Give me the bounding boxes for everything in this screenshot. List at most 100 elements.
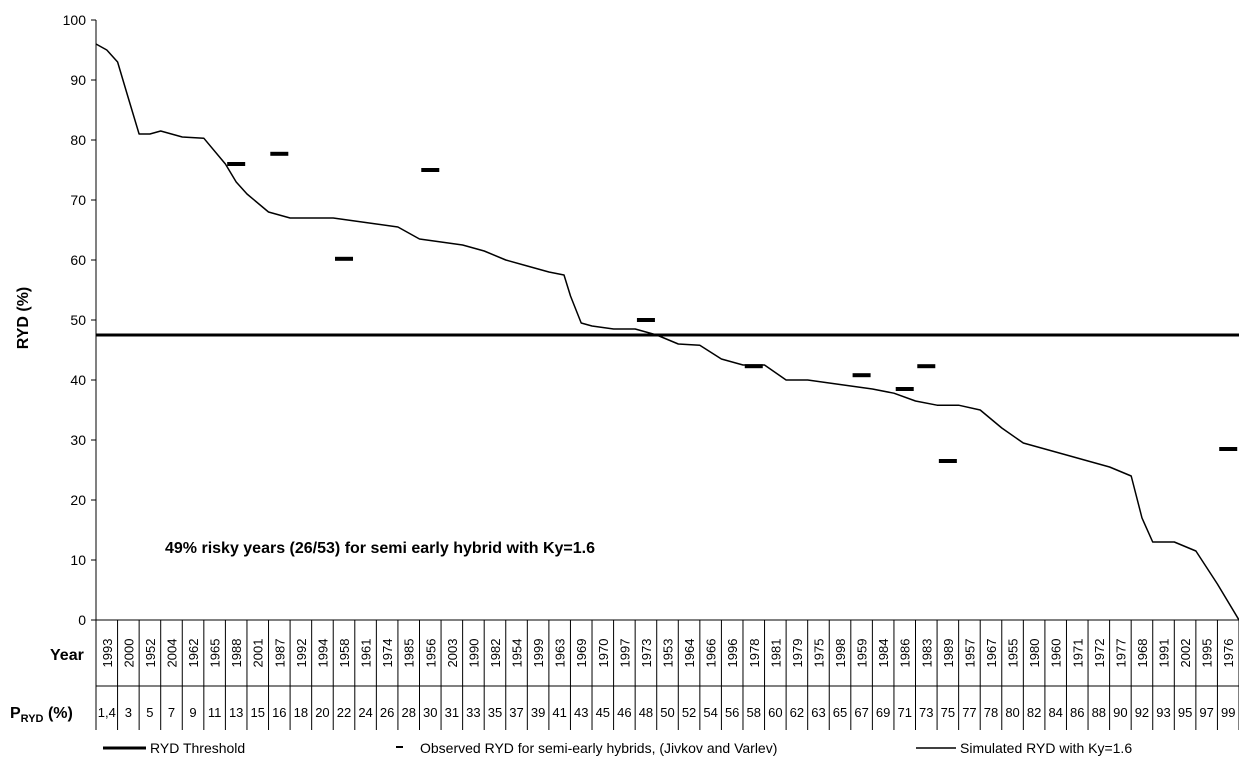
p-ryd-label: 11 [208,705,222,720]
year-label: 1999 [531,639,546,668]
year-label: 1990 [466,639,481,668]
legend-item-simulated: Simulated RYD with Ky=1.6 [916,740,1132,756]
year-label: 2001 [251,639,266,668]
p-ryd-label: 86 [1070,705,1084,720]
year-label: 1966 [704,639,719,668]
observed-point [852,373,871,378]
p-ryd-label: 65 [833,705,847,720]
year-label: 1996 [725,639,740,668]
p-ryd-label: 67 [854,705,868,720]
y-tick-label: 40 [70,372,86,388]
year-label: 1988 [229,639,244,668]
p-ryd-label: 30 [423,705,437,720]
year-label: 1952 [143,639,158,668]
observed-point [1219,447,1238,451]
p-ryd-label: 20 [315,705,329,720]
observed-point [917,364,936,369]
p-ryd-label: 35 [488,705,502,720]
year-label: 2000 [121,639,136,668]
p-ryd-label: 80 [1005,705,1019,720]
p-ryd-label: 97 [1199,705,1213,720]
p-ryd-label: 77 [962,705,976,720]
year-label: 1959 [855,639,870,668]
y-tick-label: 10 [70,552,86,568]
p-ryd-label: 90 [1113,705,1127,720]
observed-point [744,364,763,369]
y-tick-label: 30 [70,432,86,448]
p-ryd-label: 24 [358,705,372,720]
year-label: 1961 [359,639,374,668]
y-tick-label: 70 [70,192,86,208]
p-ryd-label: 54 [703,705,717,720]
p-row-label-main: P [10,705,21,722]
p-ryd-label: 78 [984,705,998,720]
year-label: 1960 [1049,639,1064,668]
p-ryd-label: 41 [552,705,566,720]
year-label: 1953 [661,639,676,668]
chart-annotation: 49% risky years (26/53) for semi early h… [165,540,595,557]
year-label: 1976 [1221,639,1236,668]
p-ryd-label: 63 [811,705,825,720]
p-ryd-label: 92 [1135,705,1149,720]
year-label: 1994 [315,639,330,668]
p-ryd-label: 33 [466,705,480,720]
p-ryd-label: 88 [1092,705,1106,720]
p-row-label-unit: (%) [44,705,73,722]
year-label: 2002 [1178,639,1193,668]
year-label: 1979 [790,639,805,668]
y-tick-label: 0 [78,612,86,628]
p-ryd-label: 3 [125,705,132,720]
y-tick-label: 20 [70,492,86,508]
p-row-label: PRYD (%) [10,705,73,725]
p-row-label-sub: RYD [21,713,44,725]
p-ryd-label: 16 [272,705,286,720]
year-label: 2004 [164,639,179,668]
year-label: 1986 [898,639,913,668]
p-ryd-label: 48 [639,705,653,720]
year-label: 1991 [1157,639,1172,668]
year-label: 1968 [1135,639,1150,668]
year-label: 1971 [1070,639,1085,668]
p-ryd-label: 28 [401,705,415,720]
y-tick-label: 50 [70,312,86,328]
p-ryd-label: 22 [337,705,351,720]
year-label: 1987 [272,639,287,668]
y-tick-label: 100 [63,12,87,28]
observed-point [270,151,289,156]
p-ryd-label: 39 [531,705,545,720]
p-ryd-label: 31 [445,705,459,720]
year-label: 1997 [617,639,632,668]
year-label: 1964 [682,639,697,668]
year-label: 1973 [639,639,654,668]
p-ryd-label: 26 [380,705,394,720]
p-ryd-label: 73 [919,705,933,720]
p-ryd-label: 18 [294,705,308,720]
p-ryd-label: 7 [168,705,175,720]
p-ryd-label: 9 [189,705,196,720]
observed-point [938,459,957,463]
observed-point [421,168,440,172]
p-ryd-label: 93 [1156,705,1170,720]
p-ryd-label: 1,4 [98,705,116,720]
p-ryd-label: 43 [574,705,588,720]
y-tick-label: 60 [70,252,86,268]
y-ticks: 0 10 20 30 40 50 60 70 80 90 100 [63,12,96,628]
p-ryd-label: 52 [682,705,696,720]
observed-point [335,256,354,261]
p-ryd-label: 99 [1221,705,1235,720]
y-axis-label: RYD (%) [15,287,32,350]
category-table: 1993 2000 1952 2004 1962 1965 1988 2001 1987 1992… [95,619,1239,730]
year-label: 1972 [1092,639,1107,668]
year-label: 1993 [100,639,115,668]
year-label: 1995 [1200,639,1215,668]
year-label: 1984 [876,639,891,668]
observed-point [636,318,655,322]
year-label: 1982 [488,639,503,668]
year-label: 1977 [1113,639,1128,668]
simulated-series-line [95,43,1239,621]
p-ryd-label: 69 [876,705,890,720]
y-tick-label: 90 [70,72,86,88]
p-ryd-label: 37 [509,705,523,720]
year-label: 1965 [208,639,223,668]
